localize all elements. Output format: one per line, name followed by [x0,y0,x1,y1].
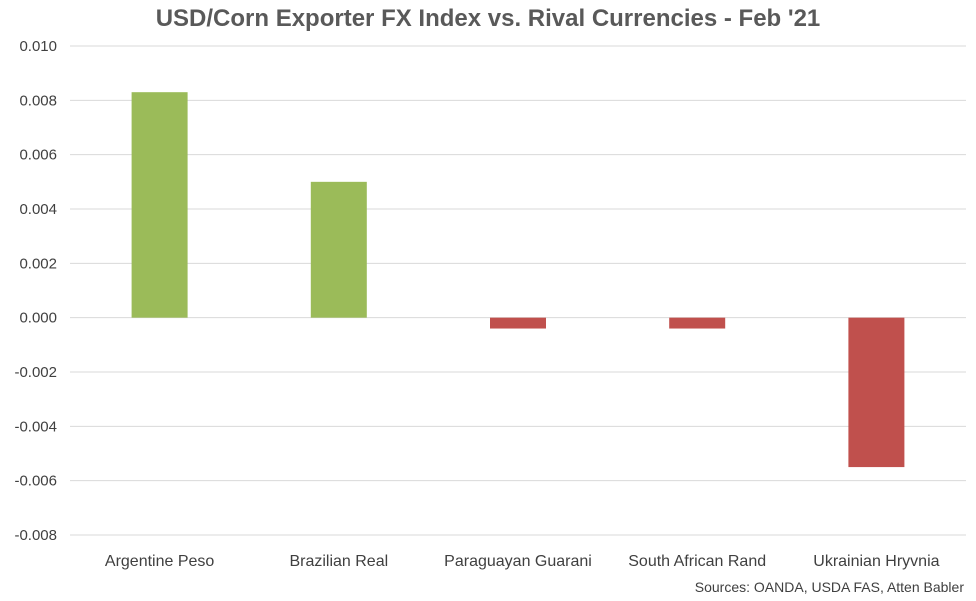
x-category-label: Ukrainian Hryvnia [813,553,939,570]
bar-argentine-peso [131,92,188,318]
y-tick-label: 0.010 [19,38,57,55]
chart-source: Sources: OANDA, USDA FAS, Atten Babler [694,579,964,595]
y-tick-label: 0.000 [19,310,57,327]
y-tick-label: 0.002 [19,255,57,272]
bar-brazilian-real [310,181,367,318]
y-tick-label: 0.008 [19,92,57,109]
x-category-label: South African Rand [628,553,766,570]
x-category-label: Brazilian Real [289,553,388,570]
x-category-label: Argentine Peso [105,553,215,570]
bar-paraguayan-guarani [490,317,546,329]
bar-ukrainian-hryvnia [848,317,905,468]
y-tick-label: 0.006 [19,147,57,164]
bar-south-african-rand [669,317,726,329]
chart-title: USD/Corn Exporter FX Index vs. Rival Cur… [155,5,821,32]
y-tick-label: -0.006 [14,473,57,490]
y-tick-label: -0.008 [14,527,57,544]
y-tick-label: -0.004 [14,418,57,435]
x-category-label: Paraguayan Guarani [444,553,592,570]
y-tick-label: -0.002 [14,364,57,381]
y-tick-label: 0.004 [19,201,57,218]
